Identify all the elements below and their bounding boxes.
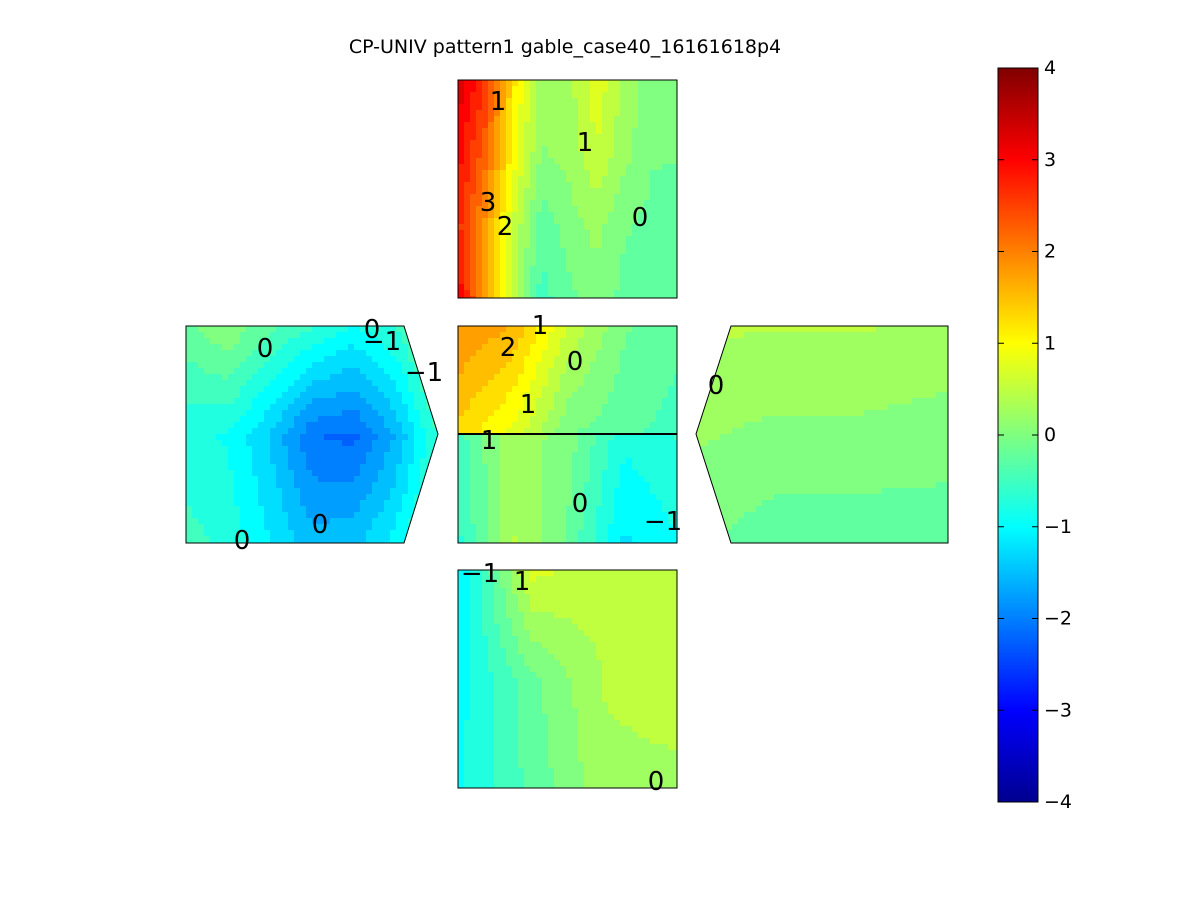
colorbar-tick-label: 0 — [1044, 424, 1056, 446]
colorbar-tick-label: −2 — [1044, 608, 1072, 630]
colorbar-tick-label: −3 — [1044, 699, 1072, 721]
contour-label: 1 — [490, 87, 507, 117]
colorbar-tick-label: 1 — [1044, 332, 1056, 354]
colorbar-tick-label: 3 — [1044, 149, 1056, 171]
panel-bottom-wall — [458, 570, 677, 788]
colorbar-gradient — [997, 67, 1039, 803]
panel-right-gable — [696, 326, 948, 543]
contour-label: 3 — [480, 188, 497, 218]
contour-label: −1 — [363, 327, 401, 357]
contour-label: 0 — [257, 334, 274, 364]
contour-label: 1 — [481, 426, 498, 456]
contour-label: 2 — [497, 212, 514, 242]
panel-center-lower — [458, 434, 677, 543]
panel-outline-bottom-wall — [457, 569, 678, 789]
colorbar-tick-label: −1 — [1044, 516, 1072, 538]
panel-outline-right-gable — [695, 325, 949, 544]
panel-top-roof — [458, 80, 677, 298]
contour-label: 0 — [648, 767, 665, 797]
panel-left-gable — [186, 326, 438, 543]
panel-outline-top-roof — [457, 79, 678, 299]
colorbar: 4 3 2 1 0 −1 −2 −3 −4 — [997, 57, 1072, 813]
contour-label: 1 — [514, 567, 531, 597]
panel-outline-left-gable — [185, 325, 439, 544]
contour-label: −1 — [644, 507, 682, 537]
contour-label: 1 — [520, 390, 537, 420]
contour-label: −1 — [405, 358, 443, 388]
contour-label: 0 — [708, 371, 725, 401]
contour-label: 0 — [312, 510, 329, 540]
contour-label: 1 — [577, 128, 594, 158]
panel-center-upper — [458, 326, 677, 434]
colorbar-tick-label: 2 — [1044, 241, 1056, 263]
contour-label: 0 — [632, 203, 649, 233]
colorbar-tick-label: 4 — [1044, 57, 1056, 79]
chart-title: CP-UNIV pattern1 gable_case40_16161618p4 — [348, 36, 782, 58]
colorbar-tick-label: −4 — [1044, 791, 1072, 813]
contour-label: −1 — [461, 559, 499, 589]
contour-label: 0 — [234, 526, 251, 556]
contour-label: 0 — [567, 347, 584, 377]
contour-label: 0 — [572, 489, 589, 519]
contour-label: 1 — [532, 311, 549, 341]
contour-label: 0 — [364, 315, 381, 345]
contour-label: 2 — [500, 333, 517, 363]
